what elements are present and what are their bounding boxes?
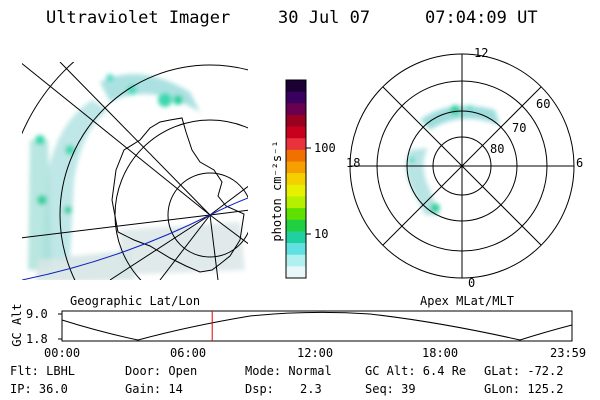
colorbar-band: [286, 184, 306, 197]
mlt-label-6: 6: [576, 156, 584, 170]
colorbar-band: [286, 243, 306, 256]
colorbar-frame: [285, 79, 307, 279]
geo-panel-label: Geographic Lat/Lon: [70, 294, 201, 308]
info-gc-alt: GC Alt: 6.4 Re: [365, 364, 467, 378]
alt-xtick-1200: 12:00: [297, 346, 334, 360]
info-mode: Mode: Normal: [245, 364, 332, 378]
colorbar-band: [286, 231, 306, 244]
colorbar-band: [286, 161, 306, 174]
colorbar-unit-label: photon cm⁻²s⁻¹: [270, 140, 284, 242]
polar-map: [349, 53, 575, 279]
colorbar-band: [286, 80, 306, 93]
colorbar-band: [286, 196, 306, 209]
colorbar-band: [286, 173, 306, 186]
alt-xtick-2359: 23:59: [550, 346, 587, 360]
alt-xtick-0600: 06:00: [170, 346, 207, 360]
date-label: 30 Jul 07: [278, 8, 371, 28]
colorbar-band: [286, 91, 306, 104]
mlat-label-80: 80: [490, 142, 505, 156]
geo-continent-outline: [111, 117, 245, 273]
colorbar-band: [286, 254, 306, 267]
geo-terminator-line: [22, 197, 248, 280]
colorbar-band: [286, 138, 306, 151]
polar-panel-label: Apex MLat/MLT: [420, 294, 514, 308]
info-door: Door: Open: [125, 364, 198, 378]
colorbar-band: [286, 126, 306, 139]
colorbar-band: [286, 114, 306, 128]
info-ip: IP: 36.0: [10, 382, 68, 396]
colorbar-band: [286, 219, 306, 232]
alt-xtick-0000: 00:00: [44, 346, 81, 360]
mlt-label-0: 0: [468, 276, 476, 290]
polar-grid-lines: [349, 53, 575, 279]
colorbar-band: [286, 149, 306, 163]
info-dsp-value: 2.3: [300, 382, 322, 396]
mlt-label-18: 18: [346, 156, 361, 170]
instrument-title: Ultraviolet Imager: [46, 8, 231, 28]
mlt-label-12: 12: [474, 46, 489, 60]
info-dsp-label: Dsp:: [245, 382, 274, 396]
info-glon: GLon: 125.2: [484, 382, 564, 396]
colorbar-band: [286, 103, 306, 116]
altitude-curve: [61, 311, 573, 341]
mlat-label-60: 60: [536, 97, 551, 111]
time-label: 07:04:09 UT: [425, 8, 538, 28]
geographic-map: [22, 62, 248, 280]
info-glat: GLat: -72.2: [484, 364, 564, 378]
info-filter: Flt: LBHL: [10, 364, 76, 378]
alt-ytick-label-1_8: 1.8: [26, 332, 48, 346]
altitude-plot-frame: [61, 310, 573, 342]
alt-axis-label: GC Alt: [10, 303, 24, 347]
alt-ytick-label-9: 9.0: [26, 307, 48, 321]
geo-aurora-emission: [28, 74, 245, 280]
colorbar-label-100: 100: [314, 141, 336, 155]
colorbar-band: [286, 208, 306, 221]
colorbar-band: [286, 266, 306, 279]
colorbar-label-10: 10: [314, 227, 329, 241]
info-gain: Gain: 14: [125, 382, 183, 396]
alt-xtick-1800: 18:00: [422, 346, 459, 360]
colorbar: [286, 80, 306, 279]
info-seq: Seq: 39: [365, 382, 416, 396]
mlat-label-70: 70: [512, 121, 527, 135]
altitude-plot: [58, 310, 573, 342]
polar-aurora-emission: [406, 105, 500, 215]
